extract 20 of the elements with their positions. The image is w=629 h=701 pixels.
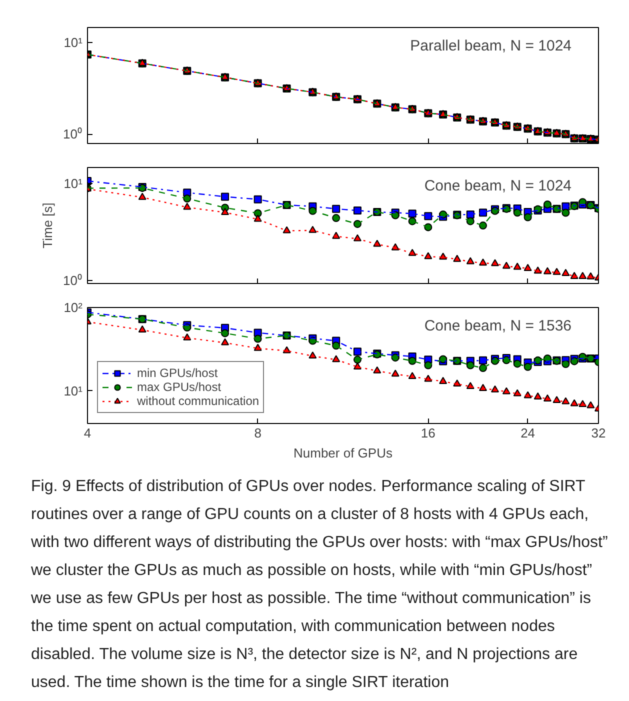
annotation: Cone beam, N = 1536 [424, 318, 572, 334]
caption: Fig. 9 Effects of distribution of GPUs over nodes. Performance scaling of SIRT routines over a range of GPU counts on a cluster of 8 hosts with 4 GPUs each, with two different ways of distributing the GPUs over hosts: with “max GPUs/host” we cluster the GPUs as much as possible on hosts, while with “min GPUs/host” we use as few GPUs per host as possible. The time “without communication” is the time spent on actual computation, with communication between nodes disabled. The volume size is N³, the detector size is N², and N projections are used. The time shown is the time for a single SIRT iteration [31, 477, 609, 693]
y-tick-label: 10⁰ [63, 272, 83, 288]
x-tick-label: 4 [84, 426, 92, 440]
x-tick-label: 24 [520, 426, 536, 440]
y-tick-label: 10² [64, 300, 84, 315]
annotation: Cone beam, N = 1024 [424, 178, 572, 194]
legend-label: min GPUs/host [137, 366, 218, 380]
y-tick-label: 10⁰ [63, 126, 83, 142]
x-tick-label: 16 [420, 426, 436, 440]
x-tick-label: 32 [591, 426, 606, 440]
y-tick-label: 10¹ [64, 176, 84, 191]
y-tick-label: 10¹ [64, 383, 84, 398]
y-axis-title: Time [s] [40, 202, 56, 248]
x-axis-title: Number of GPUs [294, 446, 393, 460]
annotation: Parallel beam, N = 1024 [410, 38, 572, 54]
x-tick-label: 8 [254, 426, 262, 440]
y-tick-label: 10¹ [64, 35, 84, 50]
legend-label: without communication [137, 394, 260, 408]
legend-label: max GPUs/host [137, 380, 222, 394]
